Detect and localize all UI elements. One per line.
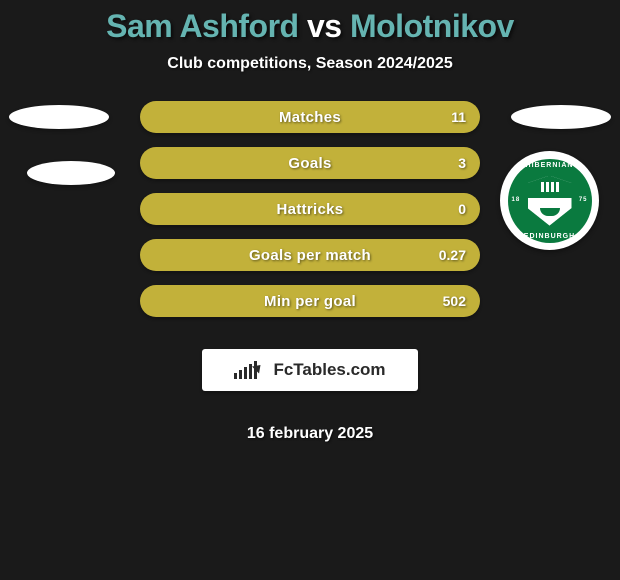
badge-text: HIBERNIAN EDINBURGH 18 75 — [508, 159, 592, 243]
comparison-title: Sam Ashford vs Molotnikov — [106, 8, 514, 45]
badge-year-right: 75 — [579, 197, 588, 203]
left-avatar-placeholder-1 — [9, 105, 109, 129]
club-badge: HIBERNIAN EDINBURGH 18 75 — [500, 151, 599, 250]
right-avatar-placeholder — [511, 105, 611, 129]
player2-name: Molotnikov — [350, 8, 514, 44]
badge-year-left: 18 — [512, 197, 521, 203]
stat-value: 502 — [443, 293, 466, 309]
stat-value: 11 — [451, 109, 466, 125]
badge-top-text: HIBERNIAN — [508, 162, 592, 169]
player1-name: Sam Ashford — [106, 8, 298, 44]
stat-row-goals: Goals 3 — [140, 147, 480, 179]
stat-value: 3 — [458, 155, 466, 171]
stat-row-matches: Matches 11 — [140, 101, 480, 133]
source-logo: FcTables.com — [202, 349, 418, 391]
badge-bottom-text: EDINBURGH — [508, 233, 592, 240]
stat-value: 0 — [458, 201, 466, 217]
stat-label: Goals per match — [249, 247, 371, 264]
stat-label: Goals — [288, 155, 331, 172]
stat-row-min-per-goal: Min per goal 502 — [140, 285, 480, 317]
stats-area: HIBERNIAN EDINBURGH 18 75 Matches 11 Goa… — [0, 101, 620, 443]
stat-row-hattricks: Hattricks 0 — [140, 193, 480, 225]
stat-label: Hattricks — [277, 201, 344, 218]
stat-label: Min per goal — [264, 293, 356, 310]
subtitle: Club competitions, Season 2024/2025 — [167, 55, 452, 73]
badge-inner: HIBERNIAN EDINBURGH 18 75 — [508, 159, 592, 243]
stat-value: 0.27 — [439, 247, 466, 263]
infographic-container: Sam Ashford vs Molotnikov Club competiti… — [0, 0, 620, 443]
stat-row-goals-per-match: Goals per match 0.27 — [140, 239, 480, 271]
stat-label: Matches — [279, 109, 341, 126]
logo-text: FcTables.com — [273, 360, 385, 380]
date-text: 16 february 2025 — [247, 425, 373, 443]
left-avatar-placeholder-2 — [27, 161, 115, 185]
vs-text: vs — [307, 8, 342, 44]
